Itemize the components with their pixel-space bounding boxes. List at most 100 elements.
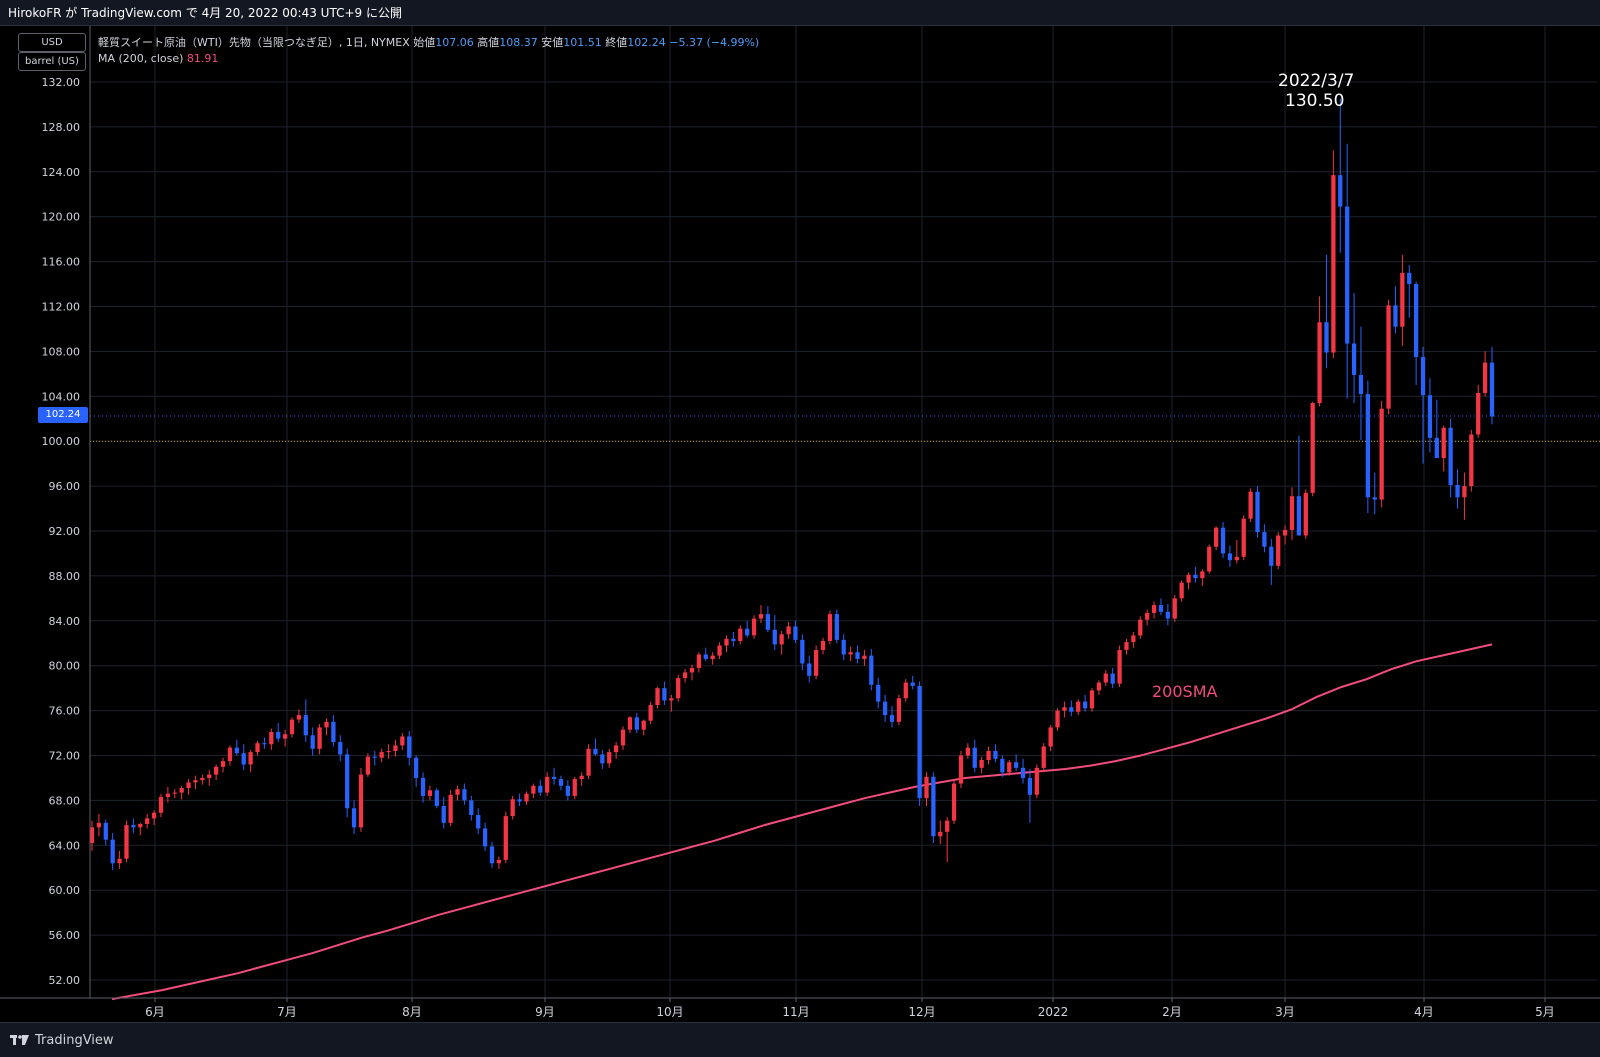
candle [545, 772, 550, 796]
candle [103, 819, 108, 846]
candle [1062, 701, 1067, 718]
candle-body [579, 775, 584, 780]
candle-body [510, 799, 515, 817]
candle-body [1069, 707, 1074, 712]
candle [1462, 472, 1467, 520]
candle [1034, 764, 1039, 799]
candle-body [1248, 491, 1253, 519]
candle-body [1200, 571, 1205, 579]
x-tick-label: 11月 [782, 1005, 809, 1019]
candle-body [1186, 574, 1191, 583]
candle-body [1014, 762, 1019, 768]
candle-body [882, 701, 888, 716]
candle-body [1117, 649, 1122, 684]
candle-body [455, 789, 460, 795]
candle [1076, 699, 1081, 716]
candle [738, 625, 743, 645]
candle [1482, 351, 1488, 397]
candle [820, 637, 826, 655]
candle [96, 813, 102, 837]
candle-body [703, 654, 708, 659]
candle-body [724, 638, 729, 646]
candle [655, 687, 660, 709]
y-axis[interactable]: 52.00 56.00 60.00 64.00 68.00 72.00 76.00 80.00… [42, 26, 91, 998]
y-tick-label: 112.00 [42, 301, 81, 314]
candle [289, 717, 295, 738]
candle [372, 751, 377, 766]
x-tick-label: 4月 [1414, 1005, 1434, 1019]
candle [572, 776, 577, 800]
candle-body [172, 792, 177, 794]
candle [593, 738, 598, 756]
candle [448, 790, 453, 827]
candle [979, 756, 984, 774]
candle [731, 632, 736, 647]
candle-body [1096, 682, 1102, 691]
candle-body [1082, 701, 1088, 709]
candle-body [317, 727, 322, 749]
candle [1476, 385, 1481, 438]
candle-body [241, 753, 246, 765]
candle-body [551, 776, 557, 780]
candle-body [482, 828, 488, 847]
candle-body [1303, 492, 1308, 536]
candle [145, 813, 150, 829]
candle [1241, 515, 1246, 561]
candle [531, 783, 536, 799]
candle [365, 753, 370, 777]
candle [745, 620, 750, 638]
candle-body [1103, 673, 1108, 683]
candle [510, 795, 515, 820]
candle-body [1407, 272, 1412, 285]
candle-body [145, 818, 150, 824]
candle-body [1179, 582, 1184, 599]
candle [262, 737, 267, 749]
candle-body [917, 685, 922, 799]
candle-body [1227, 553, 1233, 561]
candle [420, 772, 426, 803]
x-tick-label: 10月 [656, 1005, 683, 1019]
candle [1117, 645, 1122, 688]
low-value: 101.51 [563, 36, 602, 49]
candle [924, 772, 929, 807]
candle-body [1124, 642, 1129, 650]
candle-body [351, 808, 357, 828]
price-chart[interactable]: 52.00 56.00 60.00 64.00 68.00 72.00 76.00 80.00… [0, 26, 1600, 1022]
candle-body [848, 652, 853, 655]
candle-body [269, 731, 274, 745]
candle [614, 742, 619, 759]
candle-body [1062, 707, 1067, 711]
candle [793, 620, 798, 644]
candle-body [1131, 635, 1136, 643]
candle-body [1289, 496, 1295, 530]
candle-body [179, 788, 184, 793]
candle [648, 701, 653, 725]
candle-body [786, 626, 791, 635]
candle [1103, 670, 1108, 686]
candle-body [303, 715, 308, 736]
candle [207, 770, 212, 786]
candle-body [1262, 532, 1267, 547]
candle [1469, 429, 1474, 492]
chart-background [0, 26, 1600, 1022]
candle-body [365, 756, 370, 775]
candle [317, 724, 322, 755]
candle [1276, 532, 1281, 570]
x-axis[interactable]: 6月 7月 8月 9月 10月 11月 12月 2022 2月 3月 4月 5月 [0, 997, 1600, 1019]
candle-body [1489, 362, 1495, 417]
candle-body [889, 715, 895, 722]
candle [296, 709, 302, 723]
candle [1214, 526, 1219, 551]
candle-body [1482, 362, 1488, 393]
candle-body [958, 755, 964, 784]
candle-body [234, 747, 239, 754]
peak-price-annotation: 130.50 [1285, 91, 1345, 111]
candle [1372, 472, 1377, 515]
candle [972, 739, 977, 773]
candle [503, 811, 508, 864]
candle-body [379, 752, 384, 758]
candle-body [1145, 612, 1150, 620]
currency-pill[interactable]: USD [18, 33, 86, 52]
candle [151, 810, 157, 826]
unit-pill[interactable]: barrel (US) [18, 52, 86, 71]
